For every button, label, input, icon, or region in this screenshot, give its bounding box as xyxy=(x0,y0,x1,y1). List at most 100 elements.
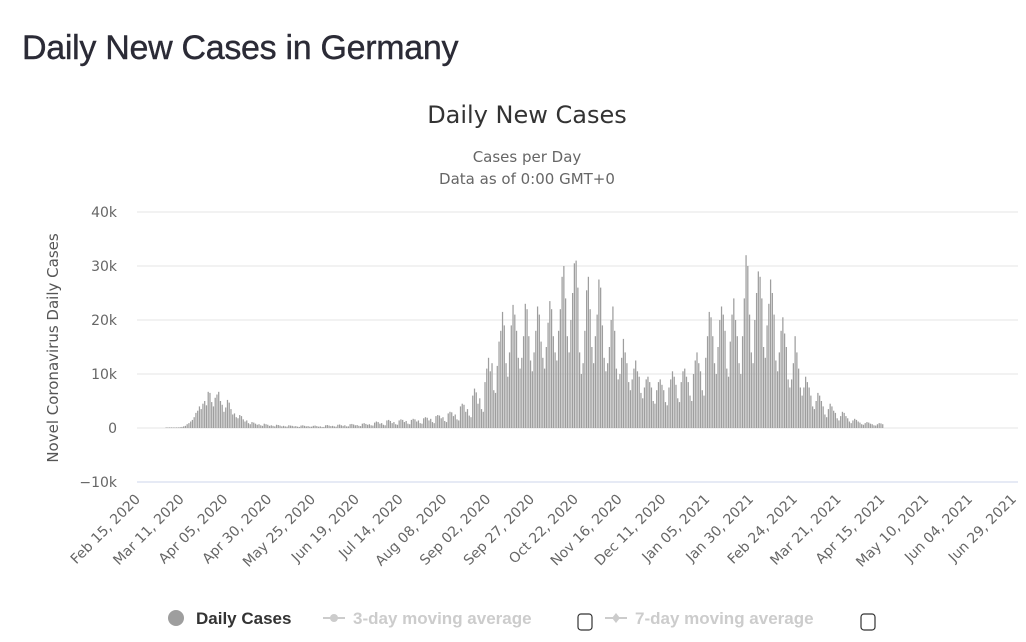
bar[interactable] xyxy=(251,422,253,428)
bar[interactable] xyxy=(740,374,742,428)
bar[interactable] xyxy=(254,423,257,428)
bar[interactable] xyxy=(417,420,420,428)
bar[interactable] xyxy=(542,357,544,428)
bar[interactable] xyxy=(861,424,863,428)
bar[interactable] xyxy=(305,426,307,428)
bar[interactable] xyxy=(356,425,358,428)
bar[interactable] xyxy=(584,330,586,428)
bar[interactable] xyxy=(678,402,681,428)
bar[interactable] xyxy=(819,395,821,428)
bar[interactable] xyxy=(204,401,206,428)
bar[interactable] xyxy=(293,426,295,428)
bar[interactable] xyxy=(719,320,721,428)
bar[interactable] xyxy=(288,425,290,428)
bar[interactable] xyxy=(705,357,707,428)
bar[interactable] xyxy=(724,330,726,428)
bar[interactable] xyxy=(389,420,392,428)
bar[interactable] xyxy=(522,336,525,428)
bar[interactable] xyxy=(833,410,835,428)
bar[interactable] xyxy=(219,401,222,428)
bar[interactable] xyxy=(177,427,180,428)
bar[interactable] xyxy=(538,314,540,428)
bar[interactable] xyxy=(570,320,572,428)
bar[interactable] xyxy=(191,419,194,428)
bar[interactable] xyxy=(638,376,640,428)
bar[interactable] xyxy=(195,412,197,428)
legend-3day-marker-icon[interactable] xyxy=(330,614,338,622)
bar[interactable] xyxy=(261,425,264,428)
bar[interactable] xyxy=(184,425,187,428)
bar[interactable] xyxy=(388,419,390,428)
bar[interactable] xyxy=(554,352,556,428)
bar[interactable] xyxy=(619,374,621,428)
bar[interactable] xyxy=(172,427,174,428)
bar[interactable] xyxy=(442,417,444,428)
bar[interactable] xyxy=(302,425,304,428)
bar[interactable] xyxy=(580,374,582,428)
bar[interactable] xyxy=(247,423,250,428)
bar[interactable] xyxy=(696,352,698,428)
bar[interactable] xyxy=(694,360,696,429)
bar[interactable] xyxy=(496,365,498,428)
bar[interactable] xyxy=(491,363,493,428)
bar[interactable] xyxy=(307,426,309,428)
bar[interactable] xyxy=(249,424,251,428)
bar[interactable] xyxy=(310,426,313,428)
bar[interactable] xyxy=(531,371,533,428)
bar[interactable] xyxy=(519,368,521,428)
bar[interactable] xyxy=(396,424,399,428)
bar[interactable] xyxy=(272,425,274,428)
bar[interactable] xyxy=(181,426,183,428)
bar[interactable] xyxy=(780,330,782,428)
bar[interactable] xyxy=(571,293,574,428)
bar[interactable] xyxy=(708,311,710,428)
bar[interactable] xyxy=(769,279,772,429)
bar[interactable] xyxy=(232,414,234,429)
bar[interactable] xyxy=(253,422,255,428)
bar[interactable] xyxy=(317,426,320,428)
bar[interactable] xyxy=(710,317,712,428)
bar[interactable] xyxy=(866,422,868,428)
bar[interactable] xyxy=(167,427,169,428)
bar[interactable] xyxy=(501,311,504,428)
bar[interactable] xyxy=(593,363,595,428)
bar[interactable] xyxy=(652,401,654,428)
legend-daily-cases[interactable]: Daily Cases xyxy=(196,609,291,628)
bar[interactable] xyxy=(188,423,190,428)
bar[interactable] xyxy=(798,368,800,428)
bar[interactable] xyxy=(419,423,421,428)
bar[interactable] xyxy=(838,420,840,428)
bar[interactable] xyxy=(265,424,267,428)
bar[interactable] xyxy=(244,421,246,428)
bar[interactable] xyxy=(629,390,632,428)
bar[interactable] xyxy=(862,424,865,428)
bar[interactable] xyxy=(642,398,644,428)
bar[interactable] xyxy=(333,426,335,428)
bar[interactable] xyxy=(785,347,787,428)
bar[interactable] xyxy=(226,399,229,428)
bar[interactable] xyxy=(260,425,262,428)
legend-3day-moving-average[interactable]: 3-day moving average xyxy=(353,609,532,628)
bar[interactable] xyxy=(414,419,416,428)
bar[interactable] xyxy=(545,347,547,428)
bar[interactable] xyxy=(657,382,660,428)
bar[interactable] xyxy=(475,392,477,428)
bar[interactable] xyxy=(484,382,486,428)
bar[interactable] xyxy=(212,406,215,428)
bar[interactable] xyxy=(402,419,404,428)
bar[interactable] xyxy=(289,425,292,428)
bar[interactable] xyxy=(228,402,230,428)
bar[interactable] xyxy=(463,404,465,428)
bar[interactable] xyxy=(736,336,738,428)
bar[interactable] xyxy=(535,330,537,428)
bar[interactable] xyxy=(771,293,773,428)
bar[interactable] xyxy=(586,290,588,428)
bar[interactable] xyxy=(766,325,768,428)
bar[interactable] xyxy=(703,395,705,428)
bar[interactable] xyxy=(734,320,737,428)
bar[interactable] xyxy=(216,394,218,428)
bar[interactable] xyxy=(372,425,374,428)
bar[interactable] xyxy=(671,371,674,428)
bar[interactable] xyxy=(750,352,752,428)
bar[interactable] xyxy=(349,424,351,428)
